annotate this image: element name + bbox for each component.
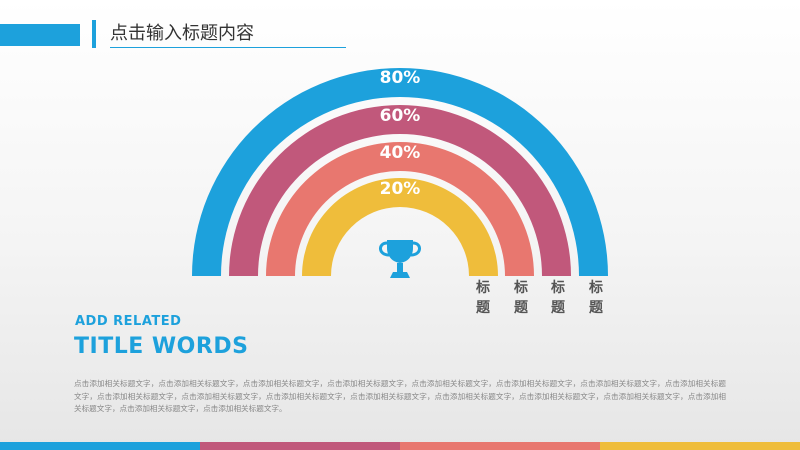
ring-4-title-label: 标题 xyxy=(476,280,490,316)
ring-1-percent-label: 80% xyxy=(380,68,421,88)
page-title: 点击输入标题内容 xyxy=(110,23,254,44)
ring-1-title-label: 标题 xyxy=(589,280,603,316)
title-underline xyxy=(110,47,346,48)
ring-3 xyxy=(266,142,534,276)
ring-3-percent-label: 40% xyxy=(380,143,421,163)
strip-segment-1 xyxy=(0,442,200,450)
header-accent-tick xyxy=(92,20,96,48)
strip-segment-4 xyxy=(600,442,800,450)
ring-2-percent-label: 60% xyxy=(380,106,421,126)
ring-2-title-label: 标题 xyxy=(551,280,565,316)
ring-1 xyxy=(192,68,608,276)
header-accent-bar xyxy=(0,24,80,46)
trophy-icon xyxy=(379,240,421,278)
main-heading: TITLE WORDS xyxy=(74,334,249,359)
ring-3-title-label: 标题 xyxy=(514,280,528,316)
bottom-color-strip xyxy=(0,442,800,450)
ring-4-percent-label: 20% xyxy=(380,179,421,199)
sub-heading: ADD RELATED xyxy=(75,314,182,329)
body-paragraph: 点击添加相关标题文字，点击添加相关标题文字，点击添加相关标题文字，点击添加相关标… xyxy=(74,379,726,413)
strip-segment-3 xyxy=(400,442,600,450)
ring-2 xyxy=(229,105,571,276)
strip-segment-2 xyxy=(200,442,400,450)
ring-4 xyxy=(302,178,498,276)
